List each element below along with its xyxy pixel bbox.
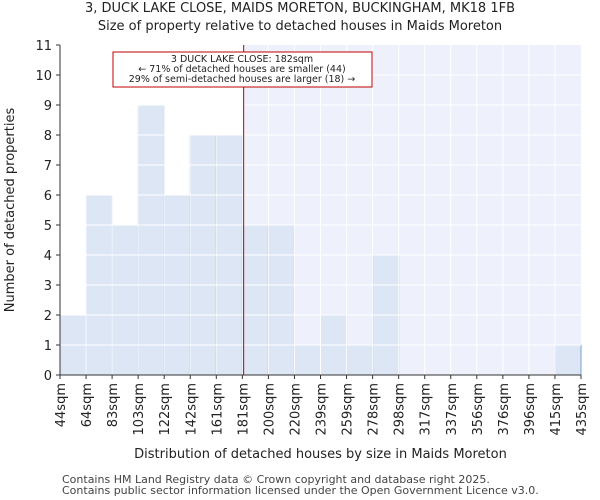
chart-title: 3, DUCK LAKE CLOSE, MAIDS MORETON, BUCKI… [84, 1, 515, 16]
y-tick-label: 11 [35, 39, 52, 54]
histogram-bar [293, 344, 322, 376]
footer-licence: Contains public sector information licen… [62, 484, 539, 497]
y-tick-label: 10 [35, 69, 52, 84]
x-tick-label: 317sqm [419, 383, 434, 436]
y-tick-label: 1 [44, 339, 52, 354]
y-tick-label: 8 [44, 129, 52, 144]
x-tick-label: 435sqm [575, 383, 590, 436]
histogram-bar [111, 224, 139, 376]
x-tick-label: 220sqm [288, 383, 303, 436]
annotation-line-1: 3 DUCK LAKE CLOSE: 182sqm [171, 54, 313, 65]
histogram-bar [554, 344, 582, 376]
footer-copyright: Contains HM Land Registry data © Crown c… [62, 473, 490, 486]
x-tick-label: 278sqm [367, 383, 382, 436]
y-axis-label: Number of detached properties [3, 108, 18, 313]
x-tick-label: 356sqm [471, 383, 486, 436]
x-tick-label: 337sqm [445, 383, 460, 436]
histogram-bar [267, 224, 295, 376]
histogram-bar [137, 104, 165, 376]
x-tick-label: 122sqm [158, 383, 173, 436]
y-tick-label: 3 [44, 279, 52, 294]
histogram-bar [346, 344, 374, 376]
annotation-box [112, 51, 373, 88]
x-tick-label: 83sqm [106, 383, 121, 427]
x-tick-label: 200sqm [262, 383, 277, 436]
x-tick-label: 161sqm [210, 383, 225, 436]
y-tick-label: 2 [44, 309, 52, 324]
y-tick-label: 6 [44, 189, 52, 204]
histogram-bar [241, 224, 269, 376]
x-tick-label: 64sqm [80, 383, 95, 427]
y-tick-label: 5 [44, 219, 52, 234]
x-tick-label: 181sqm [236, 383, 251, 436]
x-tick-label: 298sqm [393, 383, 408, 436]
y-tick-label: 4 [44, 249, 52, 264]
x-tick-label: 103sqm [132, 383, 147, 436]
x-tick-label: 376sqm [497, 383, 512, 436]
histogram-plot: 0 1 2 3 4 5 6 7 8 9 10 11 44sqm 64sqm 83sqm 103sqm 122sq… [3, 39, 590, 462]
y-tick-label: 7 [44, 159, 52, 174]
annotation-line-3: 29% of semi-detached houses are larger (… [129, 74, 356, 85]
y-tick-label: 0 [44, 369, 52, 384]
x-tick-label: 396sqm [523, 383, 538, 436]
x-tick-label: 239sqm [315, 383, 330, 436]
x-tick-label: 259sqm [341, 383, 356, 436]
highlight-region [243, 45, 581, 375]
y-tick-label: 9 [44, 99, 52, 114]
annotation-line-2: ← 71% of detached houses are smaller (44… [138, 64, 345, 75]
x-tick-label: 142sqm [184, 383, 199, 436]
x-tick-label: 44sqm [54, 383, 69, 427]
x-tick-label: 415sqm [549, 383, 564, 436]
chart-subtitle: Size of property relative to detached ho… [97, 19, 503, 34]
x-axis-label: Distribution of detached houses by size … [134, 447, 507, 462]
